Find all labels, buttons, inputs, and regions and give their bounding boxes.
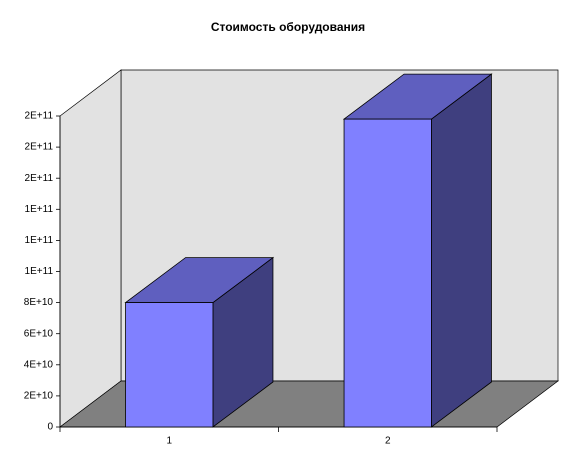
x-tick-label: 1 xyxy=(166,436,172,447)
y-tick-label: 0 xyxy=(47,422,53,433)
y-tick-label: 6E+10 xyxy=(24,328,54,339)
y-tick-label: 2E+10 xyxy=(24,391,54,402)
y-tick-label: 1E+11 xyxy=(25,266,54,277)
bar xyxy=(125,302,214,428)
x-tick-label: 2 xyxy=(385,436,391,447)
y-tick-label: 1E+11 xyxy=(25,204,54,215)
side-wall xyxy=(59,69,122,428)
y-tick-label: 1E+11 xyxy=(25,235,54,246)
y-tick-label: 2E+11 xyxy=(25,142,54,153)
bar-side xyxy=(431,73,492,428)
y-tick-label: 2E+11 xyxy=(25,111,54,122)
y-tick-label: 4E+10 xyxy=(24,359,54,370)
y-tick-label: 2E+11 xyxy=(25,173,54,184)
chart-title: Стоимость оборудования xyxy=(211,20,365,34)
y-tick-label: 8E+10 xyxy=(24,297,54,308)
bar xyxy=(343,118,432,428)
